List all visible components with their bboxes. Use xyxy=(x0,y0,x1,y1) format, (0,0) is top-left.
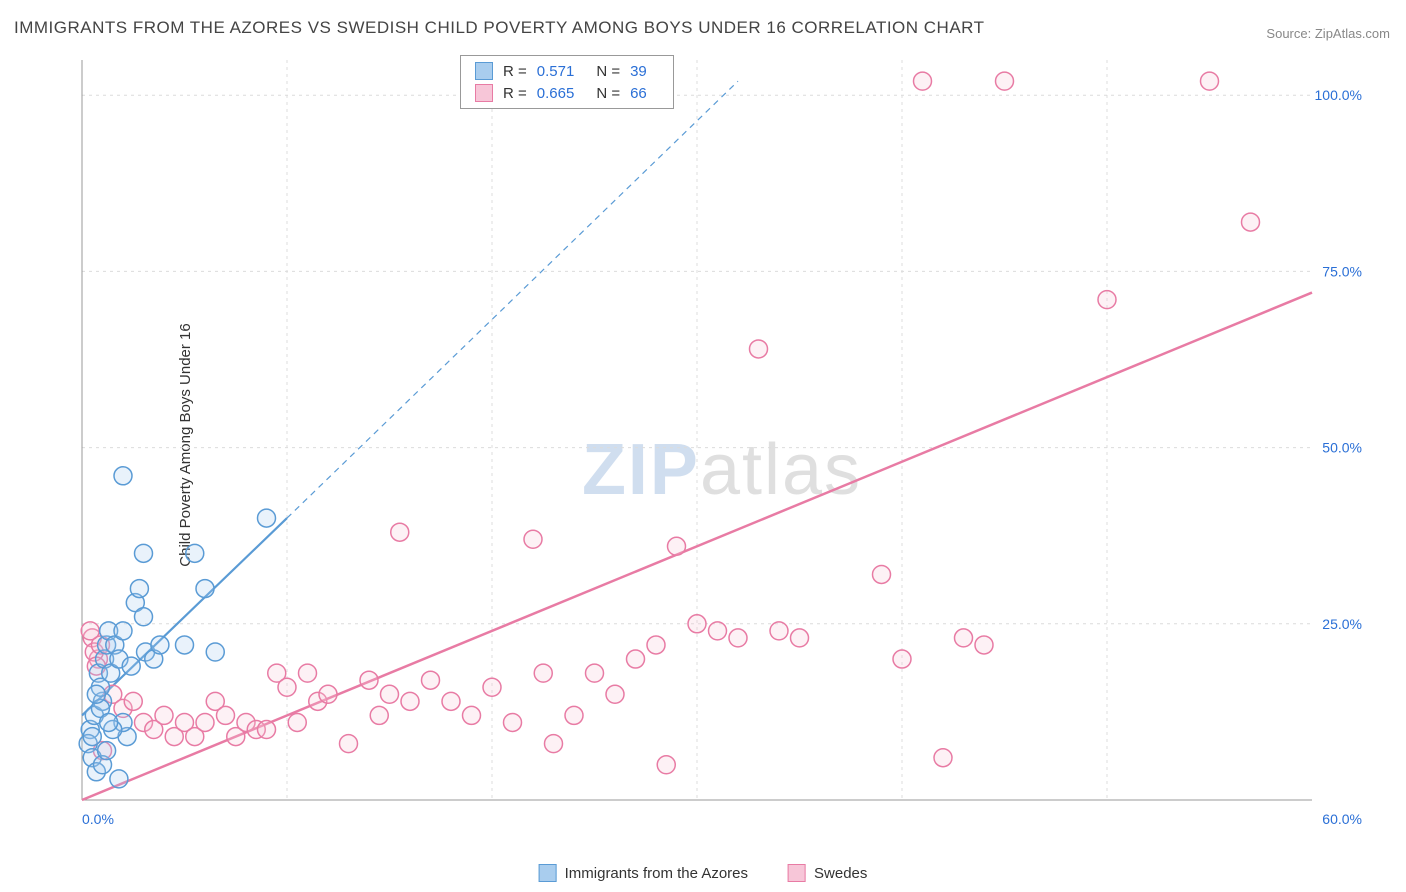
legend-label-swedes: Swedes xyxy=(814,865,867,882)
svg-text:100.0%: 100.0% xyxy=(1315,87,1362,103)
correlation-legend: R = 0.571 N = 39 R = 0.665 N = 66 xyxy=(460,55,674,109)
svg-text:0.0%: 0.0% xyxy=(82,811,114,827)
plot-area: Child Poverty Among Boys Under 16 ZIPatl… xyxy=(52,50,1392,840)
legend-row-swedes: R = 0.665 N = 66 xyxy=(461,82,673,104)
chart-svg: 25.0% 50.0% 75.0% 100.0% 0.0% 60.0% xyxy=(52,50,1392,840)
n-label: N = xyxy=(596,85,620,102)
svg-text:25.0%: 25.0% xyxy=(1322,616,1362,632)
r-label: R = xyxy=(503,85,527,102)
r-value-swedes: 0.665 xyxy=(537,85,575,102)
legend-swatch-swedes xyxy=(475,84,493,102)
source-link[interactable]: ZipAtlas.com xyxy=(1315,26,1390,41)
chart-title: IMMIGRANTS FROM THE AZORES VS SWEDISH CH… xyxy=(14,18,985,38)
n-value-azores: 39 xyxy=(630,63,647,80)
legend-item-azores: Immigrants from the Azores xyxy=(539,864,748,882)
legend-swatch-icon xyxy=(539,864,557,882)
legend-swatch-icon xyxy=(788,864,806,882)
legend-row-azores: R = 0.571 N = 39 xyxy=(461,60,673,82)
source-label: Source: xyxy=(1266,26,1311,41)
r-label: R = xyxy=(503,63,527,80)
svg-text:60.0%: 60.0% xyxy=(1322,811,1362,827)
r-value-azores: 0.571 xyxy=(537,63,575,80)
source-attribution: Source: ZipAtlas.com xyxy=(1266,26,1390,41)
legend-item-swedes: Swedes xyxy=(788,864,867,882)
svg-text:50.0%: 50.0% xyxy=(1322,440,1362,456)
svg-text:75.0%: 75.0% xyxy=(1322,263,1362,279)
n-label: N = xyxy=(596,63,620,80)
legend-swatch-azores xyxy=(475,62,493,80)
n-value-swedes: 66 xyxy=(630,85,647,102)
legend-label-azores: Immigrants from the Azores xyxy=(565,865,748,882)
series-legend: Immigrants from the Azores Swedes xyxy=(539,864,868,882)
